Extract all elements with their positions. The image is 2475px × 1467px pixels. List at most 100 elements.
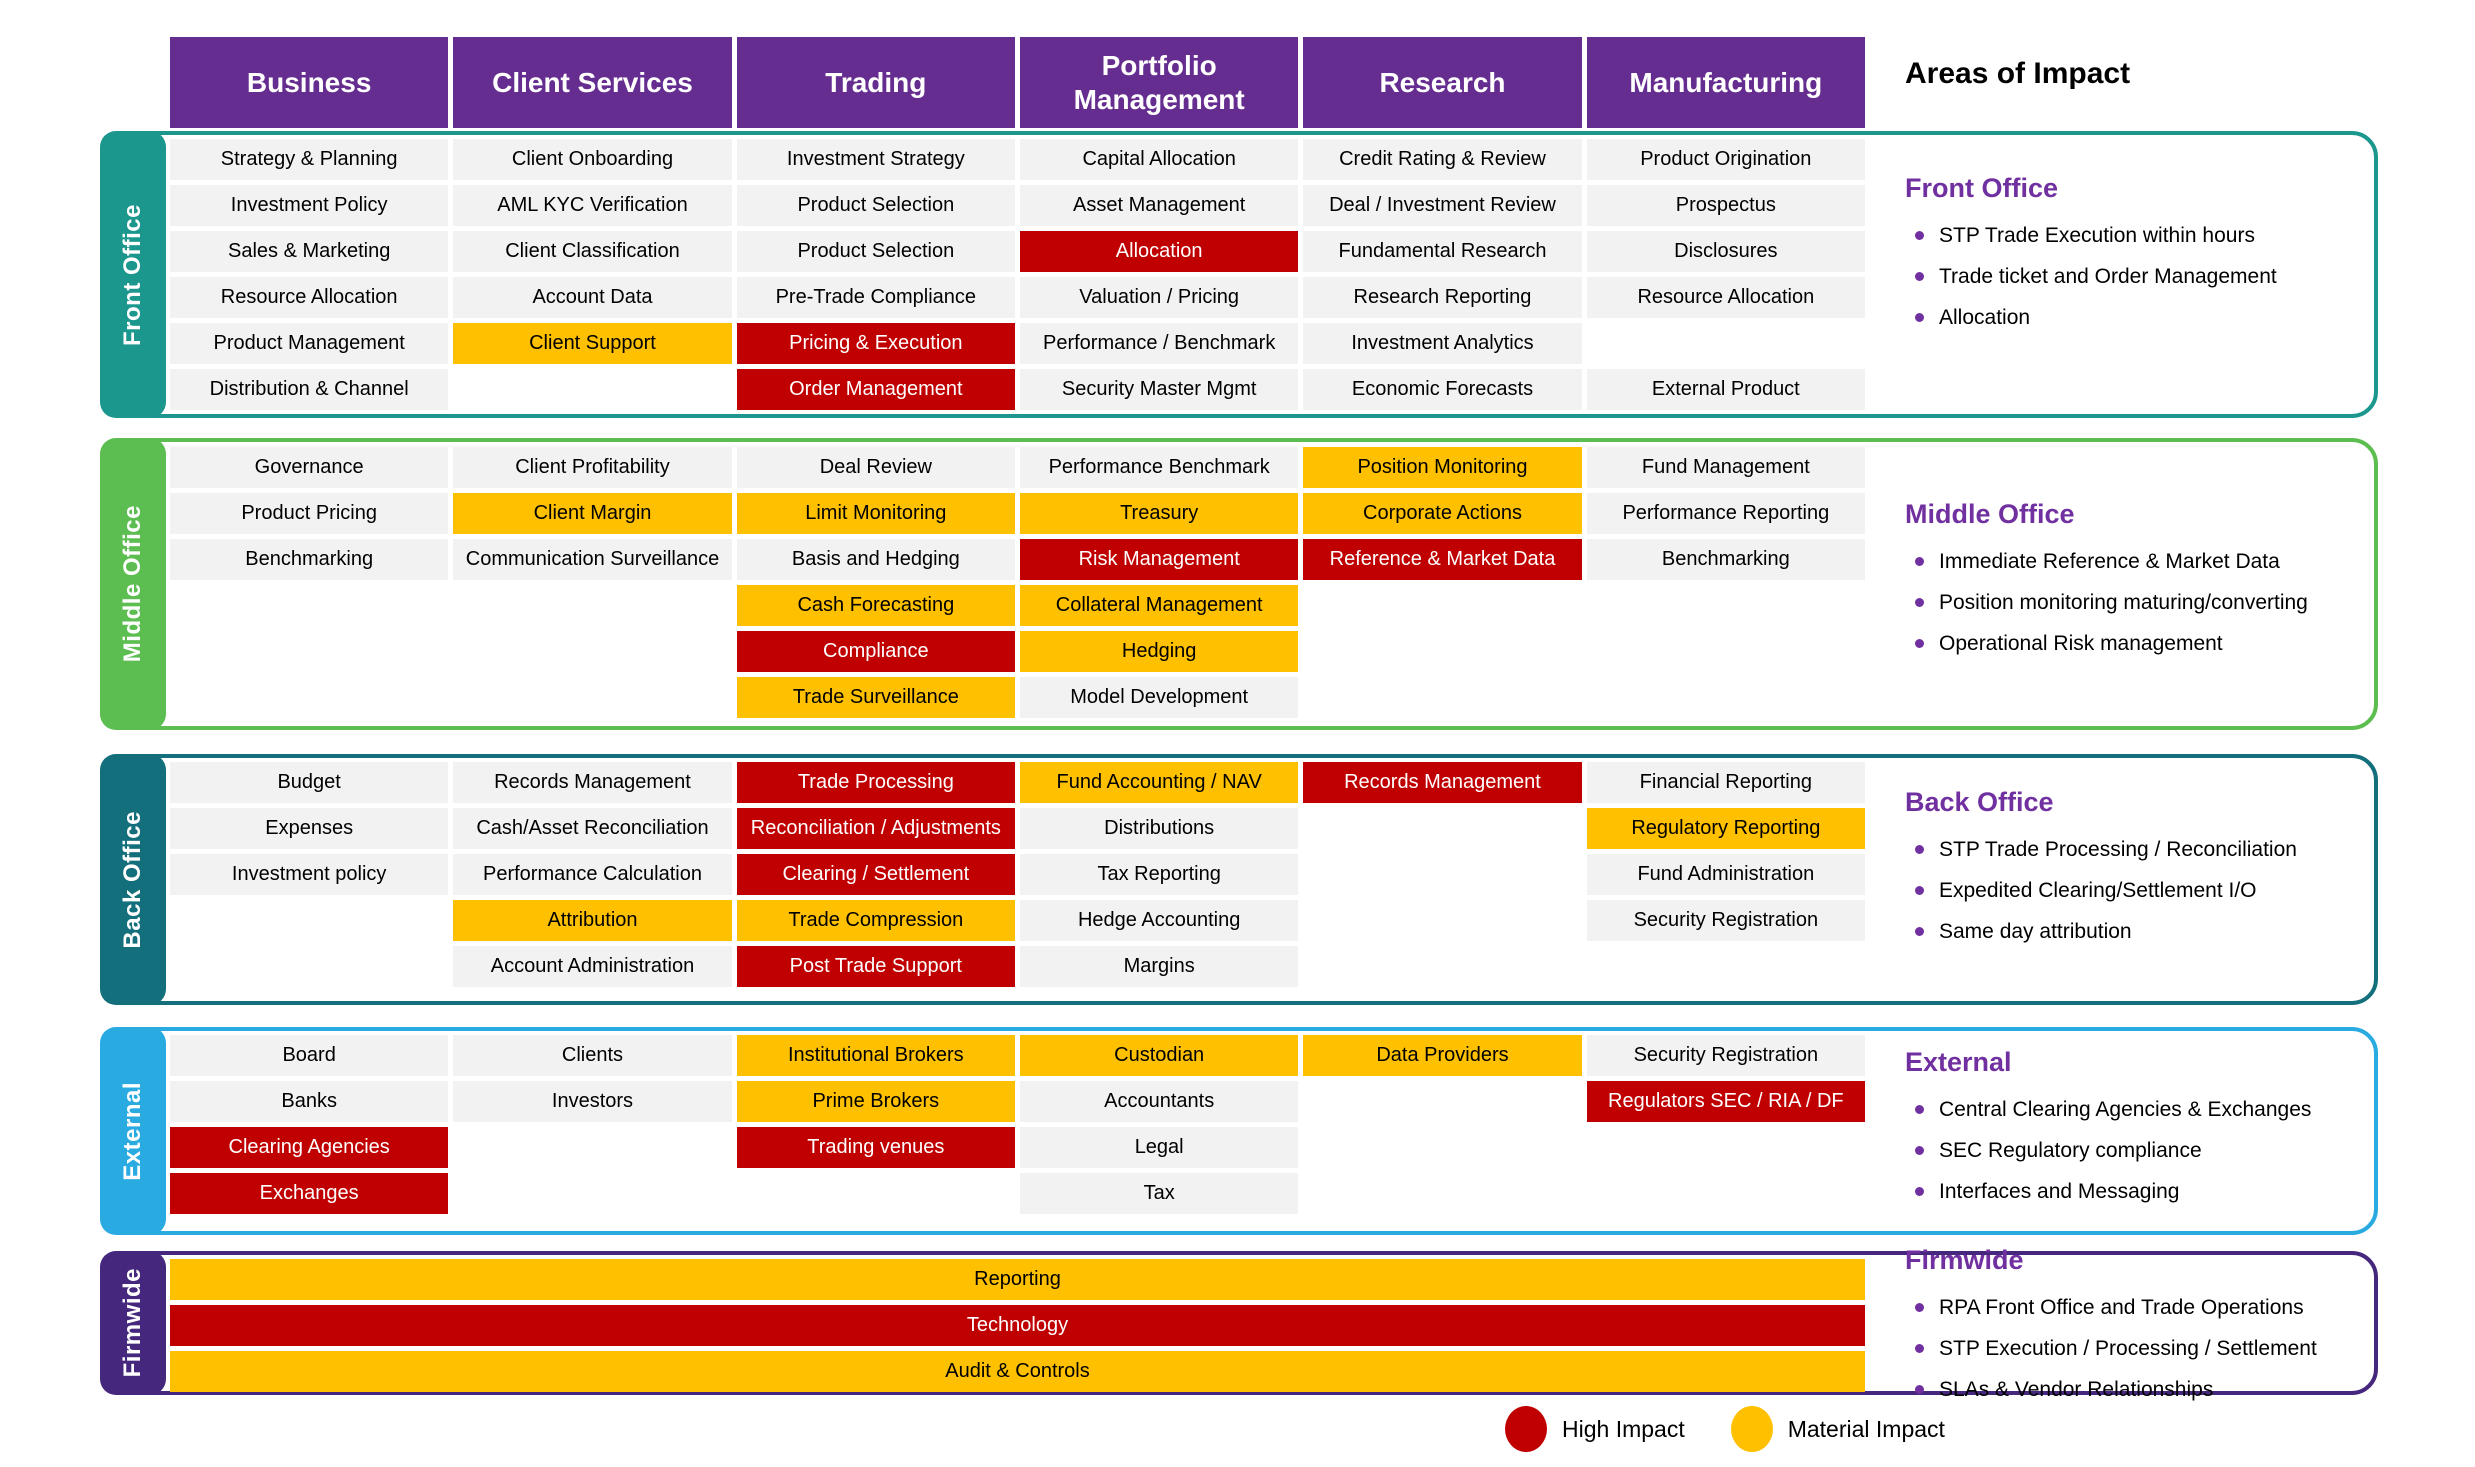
matrix-cell: Client Classification [453,231,732,272]
matrix-cell: Budget [170,762,449,803]
impact-panel-title: External [1905,1047,2012,1077]
matrix-cell: Resource Allocation [1586,277,1865,318]
legend-label: High Impact [1562,1415,1685,1442]
matrix-cell-empty [1303,1127,1581,1168]
matrix-cell: Distributions [1020,808,1299,849]
matrix-cell: Performance Calculation [453,854,732,895]
matrix-cell: Disclosures [1586,231,1865,272]
impact-panel-bullets: Immediate Reference & Market Data Positio… [1905,541,2375,664]
material-impact-dot-icon [1730,1406,1773,1452]
matrix-cell: Tax [1020,1173,1299,1214]
matrix-cell: Legal [1020,1127,1299,1168]
matrix-cell-empty [1587,585,1865,626]
matrix-cell: Strategy & Planning [170,139,449,180]
impact-panel-firmwide: Firmwide RPA Front Office and Trade Opera… [1905,1242,2375,1410]
impact-panel-bullets: STP Trade Processing / Reconciliation Exp… [1905,829,2375,952]
matrix-cell: Product Selection [736,185,1015,226]
matrix-cell: Economic Forecasts [1303,369,1582,410]
matrix-cell: Regulatory Reporting [1586,808,1865,849]
band-grid-front-office: Strategy & Planning Client Onboarding Inve… [170,139,1865,410]
matrix-cell-empty [453,585,731,626]
matrix-cell: Attribution [453,900,732,941]
matrix-cell: Credit Rating & Review [1303,139,1582,180]
band-tab-front-office: Front Office [100,131,166,418]
matrix-cell: Governance [170,447,449,488]
matrix-cell: Trade Compression [736,900,1015,941]
matrix-cell: Hedge Accounting [1020,900,1299,941]
matrix-cell-empty [170,631,448,672]
matrix-cell: Benchmarking [170,539,449,580]
matrix-cell: Regulators SEC / RIA / DF [1586,1081,1865,1122]
areas-of-impact-title: Areas of Impact [1905,57,2131,90]
matrix-cell: Data Providers [1303,1035,1582,1076]
impact-panel-front-office: Front Office STP Trade Execution within h… [1905,170,2375,338]
matrix-cell: Clients [453,1035,732,1076]
impact-bullet: Interfaces and Messaging [1905,1171,2375,1212]
matrix-cell: Client Support [453,323,732,364]
matrix-cell: Product Origination [1586,139,1865,180]
impact-panel-title: Back Office [1905,787,2054,817]
impact-panel-external: External Central Clearing Agencies & Exch… [1905,1044,2375,1212]
matrix-cell: Account Administration [453,946,732,987]
matrix-cell: Treasury [1020,493,1299,534]
matrix-cell-empty [1303,900,1581,941]
impact-panel-back-office: Back Office STP Trade Processing / Reconc… [1905,784,2375,952]
matrix-cell: Basis and Hedging [736,539,1015,580]
impact-bullet: Operational Risk management [1905,623,2375,664]
matrix-cell-empty [170,677,448,718]
impact-bullet: RPA Front Office and Trade Operations [1905,1287,2375,1328]
matrix-cell-empty [453,369,731,410]
matrix-cell-empty [453,1127,731,1168]
matrix-cell: Deal Review [736,447,1015,488]
impact-panel-title: Firmwide [1905,1245,2024,1275]
matrix-cell: Product Selection [736,231,1015,272]
matrix-cell: Valuation / Pricing [1020,277,1299,318]
impact-bullet: STP Trade Processing / Reconciliation [1905,829,2375,870]
impact-bullet: Central Clearing Agencies & Exchanges [1905,1089,2375,1130]
impact-bullet: STP Trade Execution within hours [1905,215,2375,256]
matrix-cell: Trade Surveillance [736,677,1015,718]
impact-panel-bullets: Central Clearing Agencies & Exchanges SEC… [1905,1089,2375,1212]
impact-bullet: Immediate Reference & Market Data [1905,541,2375,582]
band-tab-label: Middle Office [119,505,146,663]
legend-label: Material Impact [1787,1415,1945,1442]
impact-bullet: STP Execution / Processing / Settlement [1905,1328,2375,1369]
matrix-cell-empty [1303,854,1581,895]
matrix-cell-empty [1587,631,1865,672]
matrix-cell-empty [1587,1173,1865,1214]
matrix-cell: Cash/Asset Reconciliation [453,808,732,849]
matrix-cell: Expenses [170,808,449,849]
high-impact-dot-icon [1505,1406,1547,1452]
impact-panel-title: Front Office [1905,173,2058,203]
matrix-cell-empty [1587,946,1865,987]
matrix-cell-empty [453,677,731,718]
matrix-cell: Fund Accounting / NAV [1020,762,1299,803]
matrix-cell: Records Management [453,762,732,803]
column-header-client-services: Client Services [453,37,732,128]
matrix-cell-empty [1303,631,1581,672]
impact-panel-title: Middle Office [1905,499,2075,529]
matrix-cell-empty [453,1173,731,1214]
band-grid-middle-office: Governance Client Profitability Deal Revie… [170,447,1865,718]
impact-bullet: SEC Regulatory compliance [1905,1130,2375,1171]
matrix-cell: Account Data [453,277,732,318]
matrix-cell: Corporate Actions [1303,493,1582,534]
band-tab-middle-office: Middle Office [100,438,166,730]
matrix-cell: Board [170,1035,449,1076]
matrix-cell: Records Management [1303,762,1582,803]
matrix-cell: Security Registration [1586,1035,1865,1076]
matrix-cell: Reference & Market Data [1303,539,1582,580]
matrix-cell-empty [1303,1081,1581,1122]
matrix-cell: Fund Administration [1586,854,1865,895]
matrix-cell: Client Margin [453,493,732,534]
matrix-cell: Communication Surveillance [453,539,732,580]
matrix-cell: Capital Allocation [1020,139,1299,180]
band-tab-external: External [100,1027,166,1235]
matrix-cell: Hedging [1020,631,1299,672]
matrix-cell: Client Profitability [453,447,732,488]
matrix-column-headers: Business Client Services Trading Portfol… [170,37,1865,128]
matrix-cell: Fundamental Research [1303,231,1582,272]
matrix-cell: Margins [1020,946,1299,987]
matrix-cell: Client Onboarding [453,139,732,180]
